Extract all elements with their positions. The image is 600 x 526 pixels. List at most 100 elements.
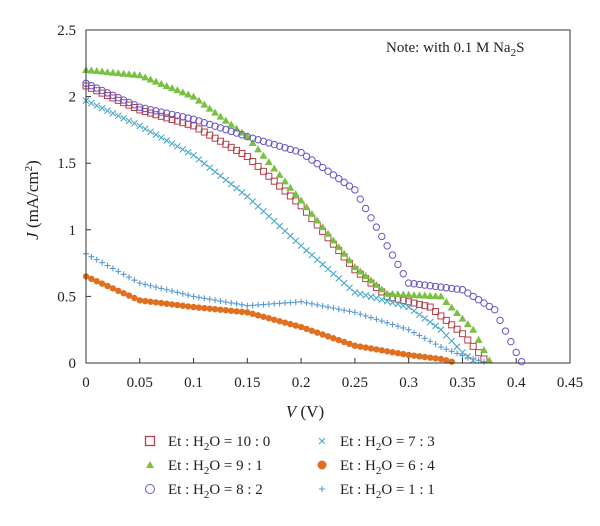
legend-label: Et : H2O = 10 : 0 <box>168 434 270 453</box>
data-point <box>233 308 240 315</box>
data-point <box>298 298 305 305</box>
data-point <box>367 214 375 222</box>
data-point <box>260 301 267 308</box>
data-point <box>318 163 327 172</box>
data-point <box>469 342 477 350</box>
plot-frame <box>85 29 571 364</box>
data-point <box>356 195 364 203</box>
data-point <box>400 324 407 331</box>
series-4 <box>82 97 477 364</box>
series-5 <box>82 273 455 365</box>
y-tick-label: 1.5 <box>57 156 76 172</box>
data-point <box>405 326 412 333</box>
data-point <box>280 177 289 185</box>
data-point <box>404 279 413 287</box>
data-point <box>458 330 466 338</box>
data-point <box>151 77 160 85</box>
data-point <box>459 352 466 359</box>
data-point <box>404 290 413 298</box>
legend-item: Et : H2O = 9 : 1 <box>146 458 263 477</box>
data-point <box>174 289 181 296</box>
data-point <box>447 303 456 311</box>
data-point <box>436 292 445 300</box>
data-point <box>287 320 294 328</box>
data-point <box>474 296 483 304</box>
legend-item: Et : H2O = 8 : 2 <box>145 482 263 501</box>
data-point <box>350 263 359 271</box>
data-point <box>141 125 149 133</box>
data-point <box>415 291 424 299</box>
data-point <box>286 232 294 240</box>
data-point <box>340 279 348 287</box>
data-point <box>346 284 353 292</box>
data-point <box>410 291 419 299</box>
data-point <box>313 256 321 264</box>
data-point <box>464 336 472 344</box>
data-point <box>410 299 418 307</box>
data-point <box>163 300 170 307</box>
data-point <box>426 354 434 361</box>
data-point <box>474 335 483 343</box>
data-point <box>259 151 268 159</box>
data-point <box>276 222 283 230</box>
data-point <box>162 109 171 117</box>
data-point <box>216 112 225 120</box>
data-point <box>179 290 186 297</box>
data-point <box>286 183 295 191</box>
data-point <box>238 301 245 308</box>
data-point <box>437 355 445 363</box>
data-point <box>249 198 257 205</box>
data-point <box>324 333 332 340</box>
data-point <box>168 84 177 92</box>
data-point <box>345 182 354 190</box>
data-point <box>431 282 440 291</box>
plot-area <box>82 65 526 366</box>
data-point <box>254 202 262 210</box>
data-point <box>303 325 310 333</box>
data-point <box>131 294 138 302</box>
data-point <box>270 140 278 149</box>
data-point <box>421 335 428 342</box>
data-point <box>179 145 187 153</box>
data-point <box>270 164 279 172</box>
data-point <box>163 137 171 144</box>
data-point <box>357 343 364 350</box>
data-point <box>453 343 461 351</box>
data-point <box>265 212 273 220</box>
data-point <box>200 160 208 167</box>
data-point <box>119 69 128 77</box>
data-point <box>507 337 515 346</box>
data-point <box>200 100 209 108</box>
y-tick-label: 0 <box>69 356 77 372</box>
data-point <box>276 182 284 190</box>
data-point <box>329 171 338 179</box>
data-point <box>302 152 311 160</box>
data-point <box>254 162 262 170</box>
data-point <box>259 137 268 146</box>
data-point <box>373 346 380 353</box>
data-point <box>421 281 429 289</box>
data-point <box>302 203 311 211</box>
data-point <box>426 291 435 299</box>
data-point <box>195 304 203 311</box>
data-point <box>157 108 165 116</box>
data-point <box>389 321 396 328</box>
data-point <box>442 331 450 339</box>
data-point <box>329 270 337 278</box>
data-point <box>335 275 343 282</box>
data-point <box>437 312 445 320</box>
legend-label: Et : H2O = 7 : 3 <box>340 434 435 453</box>
y-tick-label: 1 <box>69 223 77 239</box>
legend: Et : H2O = 10 : 0 Et : H2O = 9 : 1 Et : H2… <box>144 434 435 501</box>
data-point <box>297 196 306 204</box>
y-tick-label: 2.5 <box>57 23 76 39</box>
legend-marker <box>319 486 325 492</box>
data-point <box>168 140 176 147</box>
data-point <box>244 309 251 316</box>
data-point <box>377 285 386 293</box>
data-point <box>319 302 326 309</box>
data-point <box>238 188 246 196</box>
data-point <box>109 285 117 292</box>
data-point <box>228 307 235 314</box>
data-point <box>147 282 154 289</box>
